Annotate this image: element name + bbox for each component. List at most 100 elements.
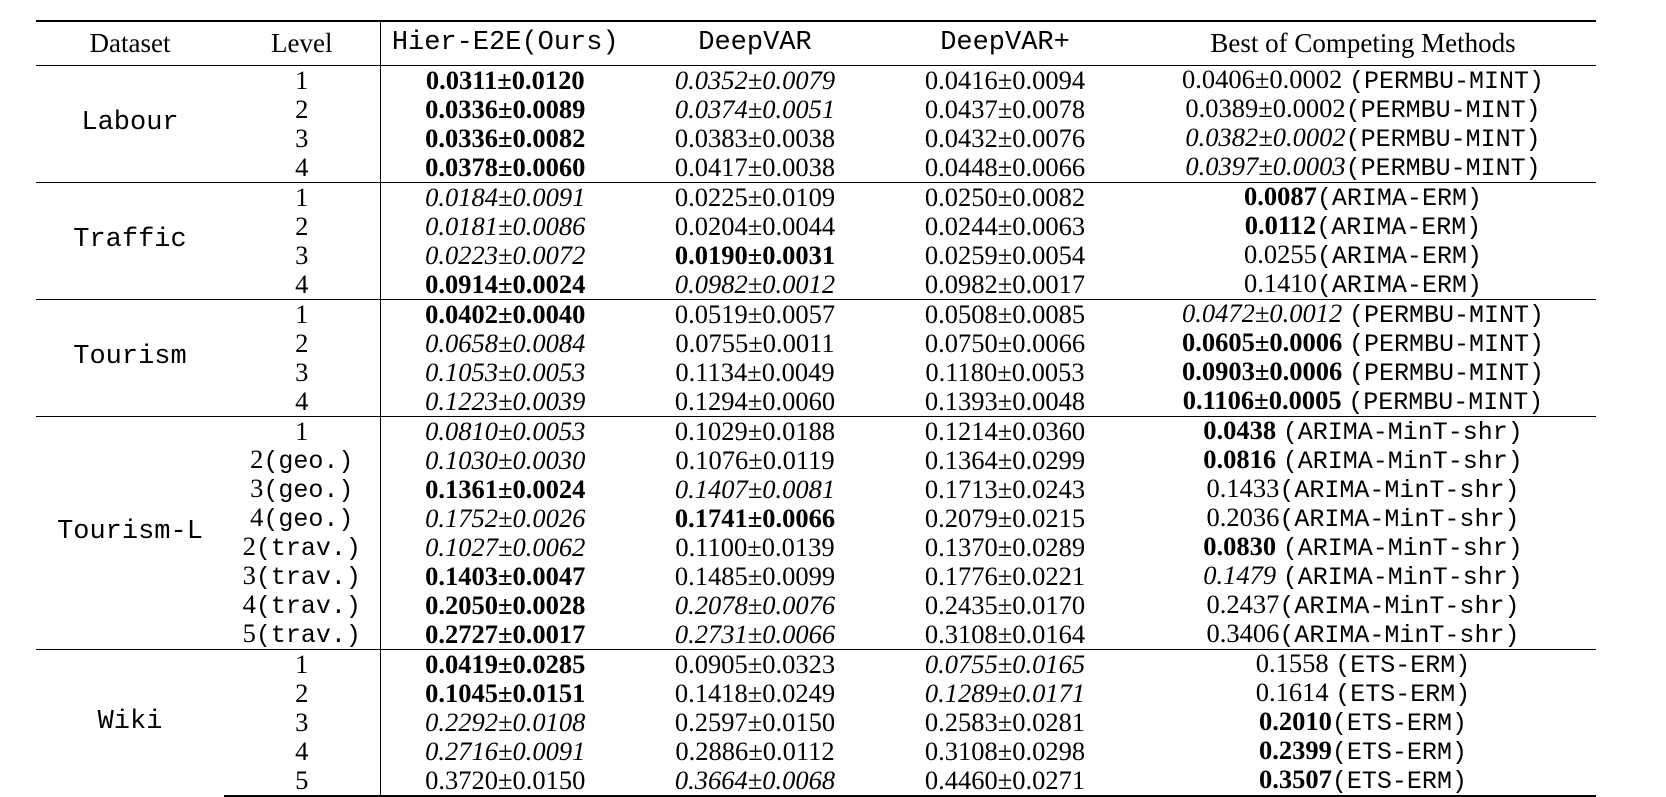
table-row: 3 0.2292±0.0108 0.2597±0.0150 0.2583±0.0281… [36, 705, 1596, 737]
deepvar-plus-cell: 0.0432±0.0076 [880, 124, 1130, 153]
metric-value: 0.0250±0.0082 [924, 181, 1086, 212]
metric-value: 0.1418±0.0249 [674, 677, 836, 708]
metric-value: 0.0750±0.0066 [924, 327, 1086, 358]
metric-value: 0.0755±0.0011 [675, 327, 835, 358]
level-number: 4 [295, 735, 309, 766]
level-number: 1 [295, 648, 309, 679]
deepvar-plus-cell: 0.0982±0.0017 [880, 270, 1130, 300]
hier-e2e-cell: 0.1045±0.0151 [379, 678, 630, 708]
metric-value: 0.0419±0.0285 [425, 648, 586, 679]
hier-e2e-cell: 0.0181±0.0086 [379, 211, 630, 241]
deepvar-plus-cell: 0.1393±0.0048 [880, 387, 1130, 417]
hier-e2e-cell: 0.0914±0.0024 [379, 269, 630, 299]
level-cell: 2 [224, 95, 380, 124]
deepvar-plus-cell: 0.1370±0.0289 [880, 533, 1130, 562]
table-row: 3 0.1053±0.0053 0.1134±0.0049 0.1180±0.0053… [36, 357, 1596, 387]
metric-value: 0.1370±0.0289 [924, 531, 1086, 562]
level-number: 4 [242, 588, 256, 619]
table-row: Labour 1 0.0311±0.0120 0.0352±0.0079 0.0416±… [36, 65, 1596, 137]
level-qualifier: (geo.) [263, 446, 354, 476]
metric-value: 0.1558 [1255, 647, 1336, 678]
metric-value: 0.0448±0.0066 [924, 151, 1086, 182]
level-number: 1 [295, 298, 309, 329]
level-number: 2 [295, 210, 309, 241]
best-competing-cell: 0.3507(ETS-ERM) [1130, 765, 1596, 797]
deepvar-cell: 0.2597±0.0150 [630, 708, 880, 737]
metric-value: 0.2010 [1259, 705, 1332, 736]
metric-value: 0.0204±0.0044 [674, 210, 836, 241]
metric-value: 0.1289±0.0171 [924, 677, 1086, 708]
metric-value: 0.4460±0.0271 [924, 764, 1086, 795]
deepvar-plus-cell: 0.1289±0.0171 [880, 679, 1130, 708]
hier-e2e-cell: 0.0378±0.0060 [379, 152, 630, 182]
level-number: 4 [295, 151, 309, 182]
deepvar-plus-cell: 0.0416±0.0094 [880, 65, 1130, 95]
level-cell: 4 [224, 270, 380, 300]
method-name: (ETS-ERM) [1331, 737, 1467, 767]
level-cell: 1 [224, 65, 380, 95]
hier-e2e-cell: 0.1027±0.0062 [379, 532, 630, 562]
table-row: 4 0.1223±0.0039 0.1294±0.0060 0.1393±0.0048… [36, 386, 1596, 417]
level-number: 2 [242, 530, 256, 561]
hier-e2e-cell: 0.1752±0.0026 [379, 502, 630, 533]
metric-value: 0.1752±0.0026 [425, 502, 586, 533]
best-competing-cell: 0.1433(ARIMA-MinT-shr) [1130, 474, 1596, 504]
metric-value: 0.0755±0.0165 [924, 648, 1086, 679]
level-number: 3 [242, 559, 256, 590]
best-competing-cell: 0.0472±0.0012 (PERMBU-MINT) [1130, 298, 1596, 329]
deepvar-cell: 0.0383±0.0038 [630, 124, 880, 153]
table-row: 4 0.0378±0.0060 0.0417±0.0038 0.0448±0.0066… [36, 151, 1596, 183]
header-dataset: Dataset [36, 20, 224, 66]
deepvar-cell: 0.0352±0.0079 [630, 65, 880, 95]
level-cell: 5(trav.) [224, 619, 380, 650]
deepvar-cell: 0.2731±0.0066 [630, 620, 880, 650]
level-number: 2 [250, 443, 264, 474]
metric-value: 0.1403±0.0047 [425, 560, 586, 591]
metric-value: 0.0982±0.0017 [924, 268, 1086, 299]
metric-value: 0.2597±0.0150 [674, 706, 836, 737]
metric-value: 0.0244±0.0063 [924, 210, 1086, 241]
best-competing-cell: 0.0397±0.0003(PERMBU-MINT) [1130, 152, 1596, 183]
hier-e2e-cell: 0.0402±0.0040 [379, 298, 630, 329]
header-deepvar-plus: DeepVAR+ [880, 20, 1130, 66]
table-row: 2(trav.) 0.1027±0.0062 0.1100±0.0139 0.1370… [36, 530, 1596, 562]
table-row: 4(geo.) 0.1752±0.0026 0.1741±0.0066 0.2079±… [36, 501, 1596, 533]
table-row: 3(geo.) 0.1361±0.0024 0.1407±0.0081 0.1713±… [36, 473, 1596, 504]
deepvar-plus-cell: 0.1364±0.0299 [880, 446, 1130, 475]
method-name: (PERMBU-MINT) [1348, 387, 1544, 417]
deepvar-cell: 0.0417±0.0038 [630, 153, 880, 183]
deepvar-cell: 0.1418±0.0249 [630, 679, 880, 708]
method-name: (ARIMA-MinT-shr) [1279, 591, 1520, 621]
table-row: 4(trav.) 0.2050±0.0028 0.2078±0.0076 0.2435… [36, 588, 1596, 621]
metric-value: 0.0982±0.0012 [674, 268, 836, 299]
level-number: 2 [295, 327, 309, 358]
level-cell: 4(geo.) [224, 501, 380, 533]
method-name: (ARIMA-ERM) [1316, 183, 1482, 213]
deepvar-cell: 0.2886±0.0112 [630, 737, 880, 766]
deepvar-cell: 0.1100±0.0139 [630, 533, 880, 562]
method-name: (ARIMA-MinT-shr) [1282, 446, 1523, 476]
table-row: Tourism 1 0.0402±0.0040 0.0519±0.0057 0.0508… [36, 298, 1596, 416]
level-cell: 4 [224, 387, 380, 417]
best-competing-cell: 0.0816 (ARIMA-MinT-shr) [1130, 445, 1596, 476]
deepvar-cell: 0.0905±0.0323 [630, 648, 880, 679]
hier-e2e-cell: 0.2050±0.0028 [379, 590, 630, 620]
level-number: 3 [295, 706, 309, 737]
table-row: Wiki 1 0.0419±0.0285 0.0905±0.0323 0.0755±0.… [36, 647, 1596, 796]
table-row: 2 0.0181±0.0086 0.0204±0.0044 0.0244±0.0063… [36, 210, 1596, 241]
metric-value: 0.2716±0.0091 [425, 735, 586, 766]
metric-value: 0.0432±0.0076 [924, 122, 1086, 153]
metric-value: 0.3664±0.0068 [674, 764, 836, 795]
metric-value: 0.0416±0.0094 [924, 64, 1086, 95]
table-body: Labour 1 0.0311±0.0120 0.0352±0.0079 0.0416±… [36, 65, 1596, 797]
deepvar-cell: 0.1294±0.0060 [630, 387, 880, 417]
metric-value: 0.1713±0.0243 [924, 473, 1086, 504]
metric-value: 0.0383±0.0038 [674, 122, 836, 153]
table-header: Dataset Level Hier-E2E(Ours) DeepVAR Dee… [36, 20, 1596, 66]
best-competing-cell: 0.1614 (ETS-ERM) [1130, 678, 1596, 708]
dataset-cell: Tourism [36, 298, 224, 416]
deepvar-plus-cell: 0.3108±0.0298 [880, 737, 1130, 766]
best-competing-cell: 0.0389±0.0002(PERMBU-MINT) [1130, 94, 1596, 124]
deepvar-plus-cell: 0.4460±0.0271 [880, 764, 1130, 797]
level-number: 4 [250, 501, 264, 532]
